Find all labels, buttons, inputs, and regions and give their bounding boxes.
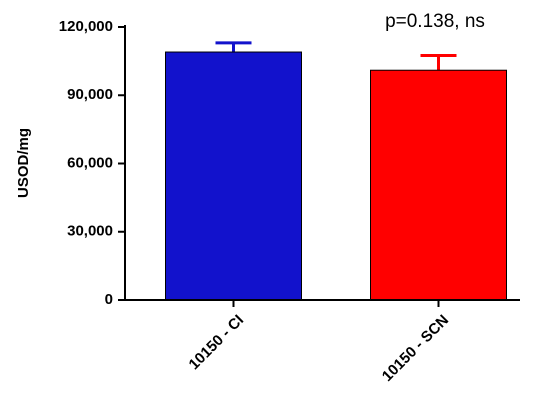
x-tick-label: 10150 - SCN (379, 312, 452, 385)
x-tick-label: 10150 - CI (186, 312, 248, 374)
bar (165, 51, 302, 301)
y-tick-label: 120,000 (59, 18, 113, 35)
bar (370, 69, 507, 301)
y-tick-label: 60,000 (67, 154, 113, 171)
y-tick-label: 30,000 (67, 223, 113, 240)
annotation: p=0.138, ns (385, 11, 485, 32)
y-tick-label: 0 (105, 291, 113, 308)
y-axis-label: USOD/mg (15, 128, 32, 198)
y-tick-label: 90,000 (67, 86, 113, 103)
